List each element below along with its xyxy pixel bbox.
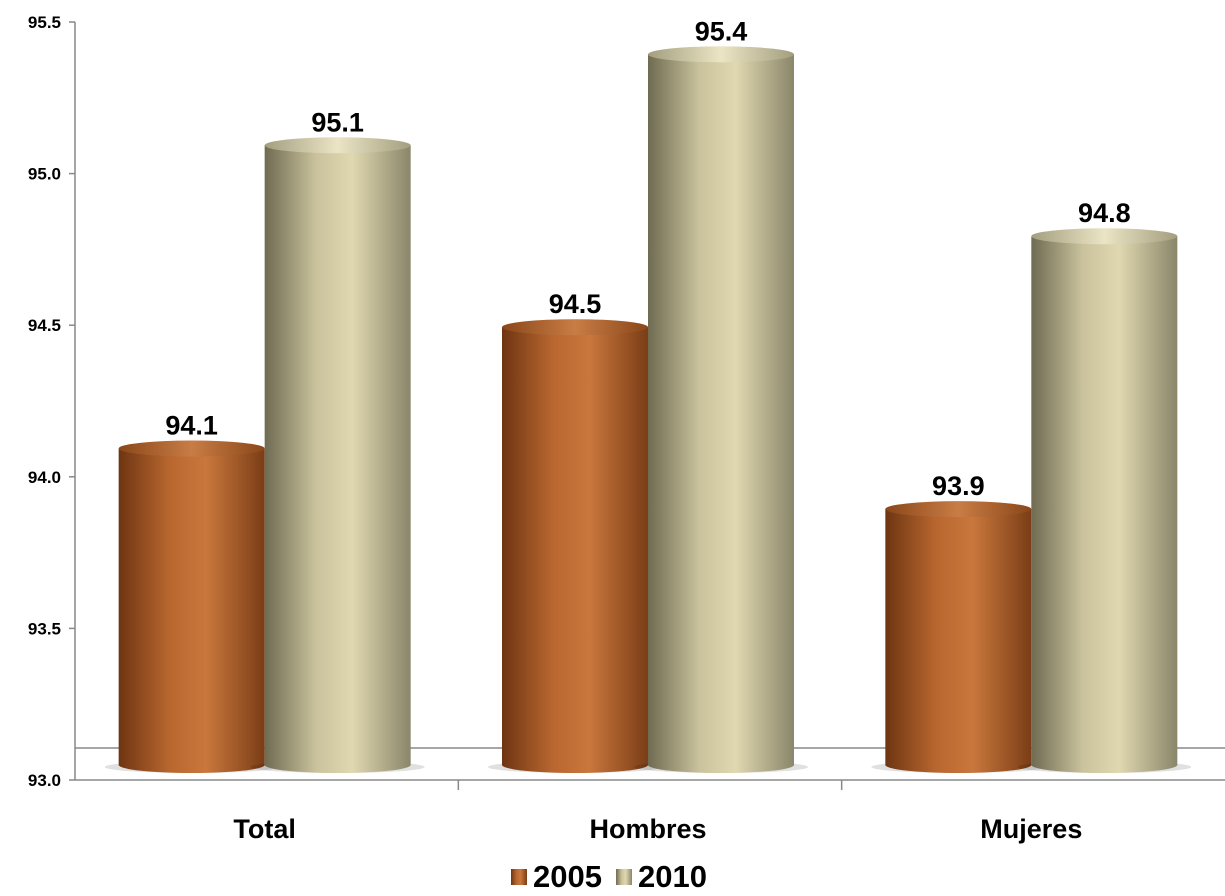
y-tick-label: 95.0 xyxy=(28,165,61,184)
y-tick-label: 94.0 xyxy=(28,468,61,487)
y-tick-label: 93.5 xyxy=(28,619,61,638)
legend-label-2005: 2005 xyxy=(533,859,602,894)
bar-2010-mujeres xyxy=(1017,228,1192,773)
legend-swatch-2005 xyxy=(511,869,527,885)
data-labels: 94.1 94.5 93.9 95.1 95.4 94.8 xyxy=(165,16,1130,501)
bar-2005-mujeres xyxy=(871,501,1046,774)
y-tick-label: 95.5 xyxy=(28,13,61,32)
legend: 2005 2010 xyxy=(511,859,707,894)
data-label: 94.8 xyxy=(1078,198,1131,228)
x-tick-label: Hombres xyxy=(589,814,706,844)
legend-label-2010: 2010 xyxy=(638,859,707,894)
legend-swatch-2010 xyxy=(616,869,632,885)
data-label: 94.5 xyxy=(549,289,602,319)
bar-2005-hombres xyxy=(488,319,662,773)
data-label: 95.1 xyxy=(311,107,364,137)
x-axis-ticks: Total Hombres Mujeres xyxy=(233,780,1082,844)
x-tick-label: Total xyxy=(233,814,296,844)
y-axis-ticks: 93.0 93.5 94.0 94.5 95.0 95.5 xyxy=(28,13,75,790)
data-label: 93.9 xyxy=(932,471,985,501)
bar-2010-hombres xyxy=(634,46,808,773)
bar-2005-total xyxy=(104,440,279,773)
x-tick-label: Mujeres xyxy=(980,814,1082,844)
data-label: 95.4 xyxy=(695,16,748,46)
bar-2010-total xyxy=(250,137,425,773)
y-tick-label: 93.0 xyxy=(28,771,61,790)
data-label: 94.1 xyxy=(165,410,218,440)
y-tick-label: 94.5 xyxy=(28,316,61,335)
bars xyxy=(104,46,1192,774)
